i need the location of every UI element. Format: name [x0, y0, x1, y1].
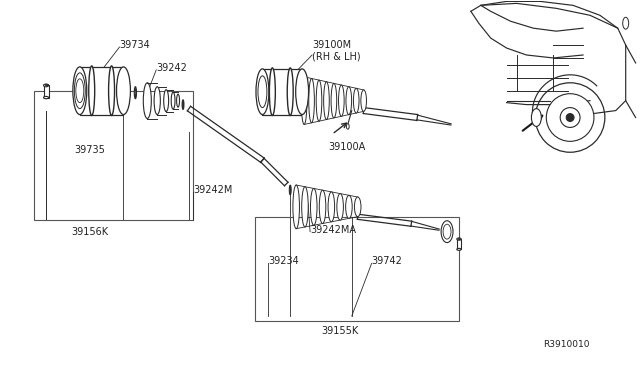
Ellipse shape — [457, 238, 461, 240]
Text: 39735: 39735 — [74, 145, 105, 155]
Bar — [45, 84, 47, 86]
Ellipse shape — [172, 92, 175, 109]
Text: 39100M
(RH & LH): 39100M (RH & LH) — [312, 40, 361, 62]
Ellipse shape — [289, 185, 291, 195]
Ellipse shape — [76, 79, 84, 103]
Ellipse shape — [177, 94, 179, 107]
Ellipse shape — [74, 73, 85, 109]
Ellipse shape — [134, 87, 136, 99]
Text: 39100A: 39100A — [328, 142, 365, 152]
Bar — [262, 69, 302, 115]
Ellipse shape — [258, 76, 267, 108]
Ellipse shape — [301, 187, 308, 227]
Ellipse shape — [346, 87, 351, 115]
Text: 39242: 39242 — [156, 63, 187, 73]
Ellipse shape — [331, 83, 337, 118]
Ellipse shape — [293, 185, 300, 229]
Text: 39234: 39234 — [268, 256, 299, 266]
Bar — [34, 91, 193, 220]
Ellipse shape — [316, 80, 322, 121]
Ellipse shape — [346, 195, 352, 218]
Ellipse shape — [310, 189, 317, 225]
Ellipse shape — [346, 124, 349, 129]
Ellipse shape — [116, 67, 131, 115]
Ellipse shape — [182, 102, 184, 108]
Bar — [457, 239, 461, 249]
Bar — [255, 217, 459, 321]
Ellipse shape — [308, 78, 314, 123]
Bar — [80, 67, 124, 115]
Ellipse shape — [269, 68, 275, 116]
Ellipse shape — [143, 83, 151, 119]
Text: R3910010: R3910010 — [543, 340, 590, 349]
Ellipse shape — [164, 90, 168, 112]
Ellipse shape — [337, 193, 344, 220]
Ellipse shape — [531, 109, 541, 126]
Ellipse shape — [290, 187, 291, 193]
Ellipse shape — [324, 82, 329, 119]
Ellipse shape — [319, 190, 326, 224]
Ellipse shape — [44, 96, 49, 99]
Ellipse shape — [109, 66, 115, 116]
Ellipse shape — [135, 89, 136, 97]
Text: 39734: 39734 — [120, 40, 150, 50]
Circle shape — [547, 94, 594, 141]
Ellipse shape — [301, 77, 307, 125]
Ellipse shape — [441, 221, 453, 243]
Ellipse shape — [287, 68, 293, 116]
Circle shape — [560, 108, 580, 128]
Text: 39242M: 39242M — [193, 185, 232, 195]
Ellipse shape — [457, 248, 461, 250]
Text: 39742: 39742 — [372, 256, 403, 266]
Ellipse shape — [182, 100, 184, 109]
Ellipse shape — [361, 90, 367, 111]
Circle shape — [566, 113, 574, 122]
Ellipse shape — [154, 87, 161, 115]
Text: 39242MA: 39242MA — [310, 225, 356, 235]
Ellipse shape — [256, 69, 269, 115]
Ellipse shape — [443, 224, 451, 239]
Ellipse shape — [44, 84, 49, 87]
Ellipse shape — [623, 17, 628, 29]
Ellipse shape — [73, 67, 87, 115]
Bar — [458, 237, 460, 239]
Ellipse shape — [296, 69, 308, 115]
Circle shape — [536, 83, 605, 152]
Bar — [44, 86, 49, 97]
Ellipse shape — [353, 88, 359, 113]
Ellipse shape — [339, 85, 344, 116]
Ellipse shape — [355, 197, 361, 217]
Text: 39156K: 39156K — [71, 227, 108, 237]
Ellipse shape — [328, 192, 335, 222]
Ellipse shape — [89, 66, 95, 116]
Text: 39155K: 39155K — [321, 326, 358, 336]
